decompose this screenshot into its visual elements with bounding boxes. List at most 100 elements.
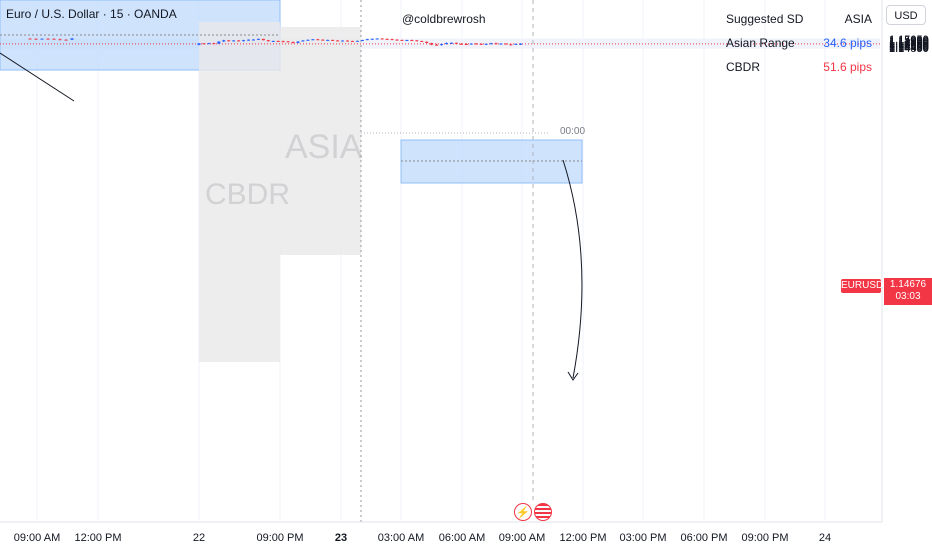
candle: [52, 38, 56, 40]
candle: [445, 42, 448, 45]
candle-body: [202, 43, 206, 45]
candle: [336, 40, 340, 42]
candle-body: [212, 43, 216, 45]
candle: [350, 40, 354, 42]
price-tick-label: 1.14350: [889, 43, 929, 55]
candle-body: [425, 41, 429, 44]
author-handle: @coldbrewrosh: [402, 12, 486, 26]
cbdr-zone: [199, 22, 280, 362]
candle: [484, 43, 488, 45]
candle: [355, 40, 359, 42]
candle: [489, 42, 493, 45]
price-tick-label: 1.15000: [889, 35, 929, 47]
time-tick-label: 23: [335, 532, 347, 544]
candle-body: [286, 41, 290, 43]
candle-body: [440, 44, 444, 46]
price-tick-label: 1.14400: [889, 42, 929, 54]
price-axis[interactable]: 1.150501.150001.149501.149001.148501.148…: [881, 0, 929, 522]
info-row-cbdr: CBDR 51.6 pips: [726, 59, 872, 83]
candle: [34, 38, 38, 40]
info-row-asian-range: Asian Range 34.6 pips: [726, 35, 872, 59]
candle-body: [380, 38, 384, 40]
candle-body: [242, 40, 246, 42]
candle: [449, 42, 453, 44]
price-tick-label: 1.14550: [889, 41, 929, 53]
candle-body: [321, 39, 325, 41]
candle-body: [509, 44, 513, 46]
session-zones: [0, 0, 583, 362]
candle-body: [247, 39, 250, 41]
candle: [46, 38, 50, 40]
candle-body: [360, 40, 364, 42]
candle-body: [296, 41, 300, 44]
candle-body: [207, 43, 211, 45]
candle-body: [70, 38, 74, 40]
candle: [306, 39, 310, 41]
candle-body: [306, 39, 310, 41]
time-tick-label: 12:00 PM: [74, 532, 121, 544]
candle-body: [58, 39, 62, 41]
candle: [375, 38, 379, 40]
info-label: Asian Range: [726, 36, 795, 50]
candle: [251, 39, 255, 41]
candle-body: [256, 38, 260, 40]
candle-body: [489, 43, 493, 45]
candle-body: [430, 43, 434, 45]
candle: [321, 39, 325, 41]
marker-time-label: 00:00: [560, 126, 586, 137]
candle: [464, 43, 468, 46]
candle: [227, 40, 231, 42]
candle: [395, 39, 399, 41]
candle-body: [232, 40, 236, 42]
candle: [440, 43, 444, 46]
projection-arrow: [562, 159, 583, 379]
candle-body: [251, 39, 255, 41]
candle-body: [519, 43, 523, 45]
candle-body: [405, 40, 409, 42]
candles: [28, 38, 523, 46]
candle-body: [350, 40, 354, 42]
price-tick-label: 1.14600: [889, 40, 929, 52]
lightning-icon[interactable]: ⚡: [514, 503, 532, 521]
candle: [247, 39, 250, 41]
candle-body: [281, 41, 285, 43]
candle-body: [395, 39, 399, 41]
symbol-tag: EURUSD: [841, 279, 884, 293]
candle: [479, 43, 483, 45]
time-tick-label: 03:00 PM: [619, 532, 666, 544]
info-label: CBDR: [726, 60, 761, 74]
candle: [232, 40, 236, 42]
candle: [316, 38, 320, 41]
candle: [459, 43, 463, 45]
candle-body: [459, 43, 463, 45]
currency-button[interactable]: USD: [886, 5, 926, 25]
price-tick-label: 1.14650: [889, 39, 929, 51]
current-price-tag: 1.14676 03:03: [884, 278, 932, 305]
candle: [40, 38, 44, 40]
candle-body: [217, 41, 221, 44]
candle-body: [385, 38, 389, 40]
info-value: ASIA: [844, 12, 872, 26]
price-tick-label: 1.14900: [889, 36, 929, 48]
candle-body: [266, 40, 270, 42]
candle-body: [415, 40, 419, 42]
candle: [286, 41, 290, 43]
candle-body: [222, 40, 226, 42]
candle: [390, 38, 394, 41]
info-value: 51.6 pips: [823, 60, 872, 74]
info-row-suggested: Suggested SD ASIA: [726, 11, 872, 35]
candle-body: [355, 40, 359, 42]
candle: [212, 42, 216, 45]
time-axis[interactable]: 09:00 AM 12:00 PM 22 09:00 PM 23 03:00 AM 06:0…: [0, 521, 882, 544]
candle-body: [316, 39, 320, 41]
candle-body: [469, 43, 473, 45]
candle: [509, 43, 513, 46]
time-tick-label: 06:00 PM: [680, 532, 727, 544]
us-flag-icon[interactable]: [534, 503, 552, 521]
price-tick-label: 1.14750: [889, 38, 929, 50]
candle: [370, 38, 374, 40]
candle: [341, 40, 345, 42]
candle: [420, 40, 424, 42]
candle-body: [227, 40, 231, 42]
